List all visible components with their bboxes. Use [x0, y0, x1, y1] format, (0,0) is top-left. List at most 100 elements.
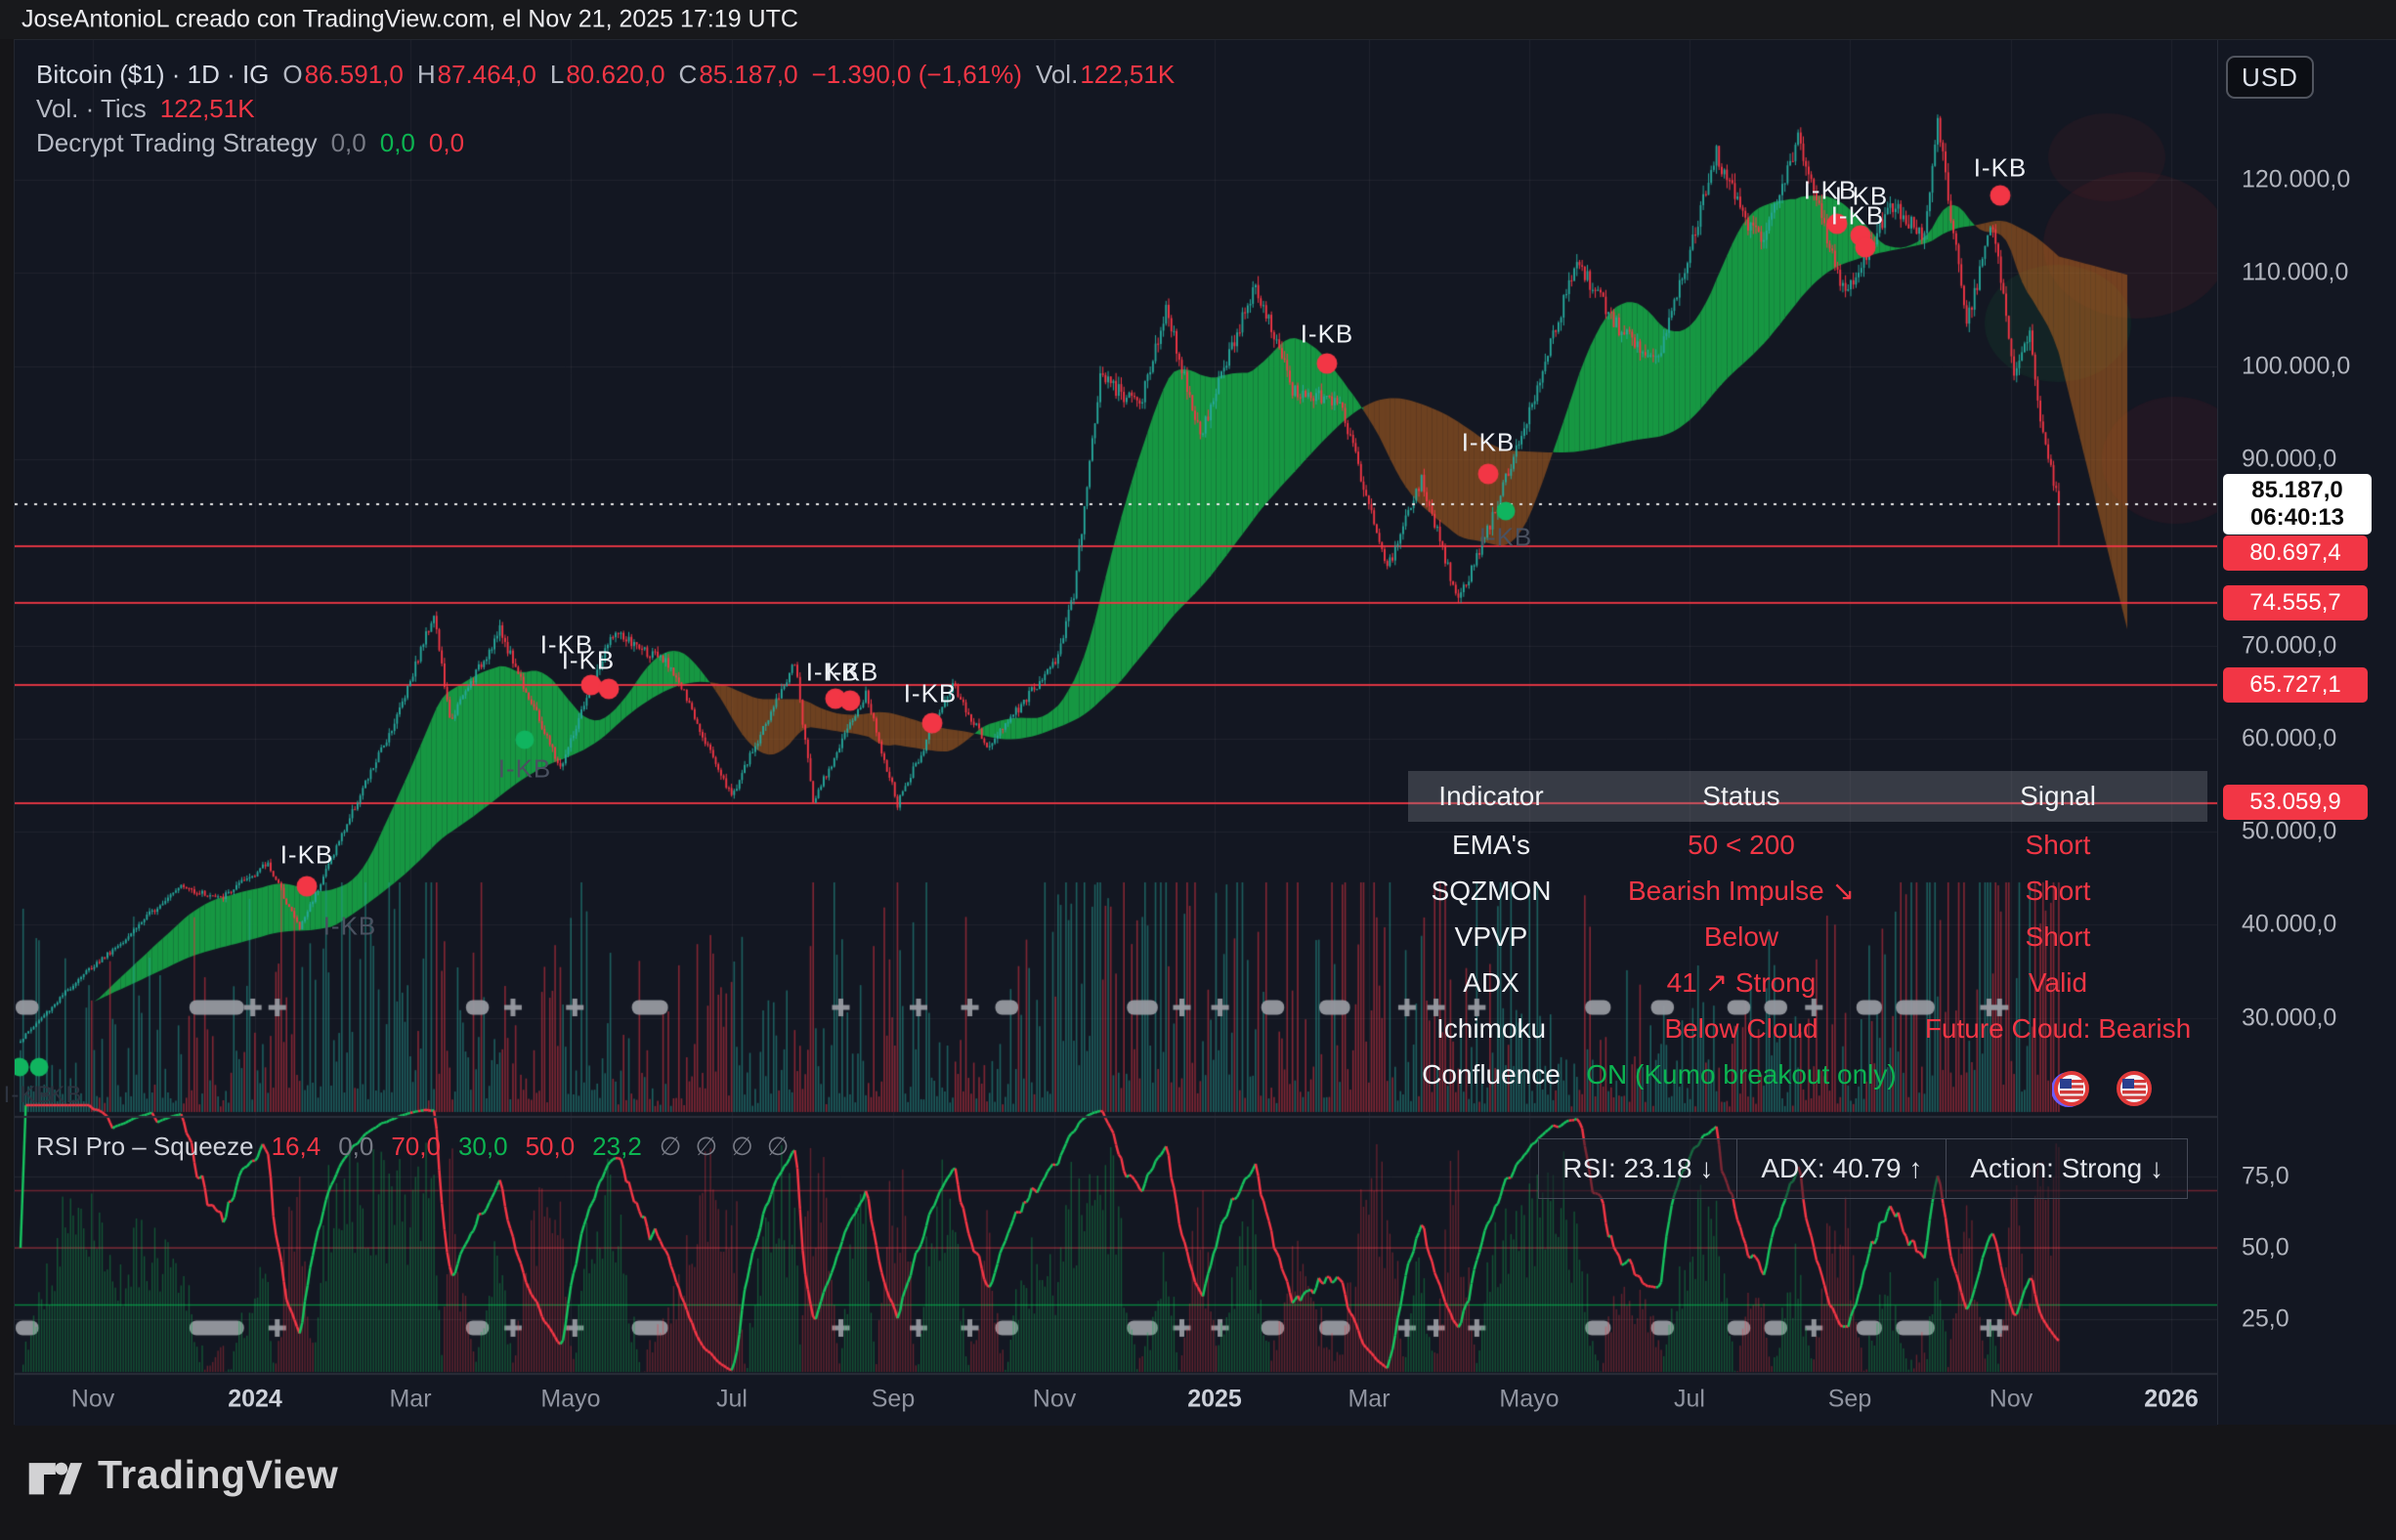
- time-axis-label: Nov: [1989, 1385, 2033, 1413]
- ikb-signal-label: I-KB: [1834, 181, 1889, 211]
- price-chart-canvas[interactable]: [15, 40, 2217, 1426]
- attribution-text: JoseAntonioL creado con TradingView.com,…: [21, 5, 798, 33]
- indicator-name-cell: EMA's: [1451, 829, 1531, 860]
- time-axis-label: 2026: [2144, 1385, 2199, 1413]
- strategy-title: Decrypt Trading Strategy: [36, 128, 318, 157]
- ikb-signal-label: I-KB: [3, 1082, 54, 1108]
- chart-legend: Bitcoin ($1) · 1D · IG O 86.591,0 H 87.464…: [36, 58, 1175, 160]
- ikb-signal-label: I-KB: [1803, 175, 1858, 205]
- price-axis-label: 90.000,0: [2242, 445, 2337, 473]
- table-row: SQZMON Bearish Impulse ↘ Short: [1408, 868, 2207, 914]
- table-row: ADX 41 ↗ Strong Valid: [1408, 960, 2207, 1005]
- rsi-param-value: 50,0: [525, 1132, 576, 1161]
- rsi-indicator-values: 16,4 0,0 70,0 30,0 50,0 23,2: [272, 1132, 642, 1162]
- symbol-legend-row[interactable]: Bitcoin ($1) · 1D · IG O 86.591,0 H 87.464…: [36, 58, 1175, 92]
- indicator-table-rows: EMA's 50 < 200 Short SQZMON Bearish Impulse …: [1408, 822, 2207, 1097]
- current-price-countdown: 06:40:13: [2249, 504, 2345, 531]
- indicator-name-cell: SQZMON: [1431, 875, 1552, 906]
- rsi-param-value: 16,4: [271, 1132, 321, 1161]
- empty-set-icon: ∅: [695, 1132, 718, 1161]
- currency-toggle-button[interactable]: USD: [2226, 56, 2314, 99]
- ikb-signal-label: I-KB: [1300, 319, 1354, 349]
- current-price-badge: 85.187,0 06:40:13: [2223, 474, 2372, 535]
- rsi-param-value: 70,0: [391, 1132, 441, 1161]
- table-row: Confluence ON (Kumo breakout only): [1408, 1051, 2207, 1097]
- table-row: EMA's 50 < 200 Short: [1408, 822, 2207, 868]
- strategy-value-2: 0,0: [379, 128, 415, 157]
- tradingview-logo[interactable]: TradingView: [27, 1450, 338, 1499]
- change-value: −1.390,0 (−1,61%): [811, 60, 1022, 89]
- ikb-signal-label: I-KB: [903, 678, 958, 708]
- rsi-param-value: 30,0: [457, 1132, 508, 1161]
- ohlc-close: C 85.187,0: [678, 60, 798, 89]
- price-axis-label: 50,0: [2242, 1233, 2289, 1262]
- tradingview-mark-icon: [28, 1462, 82, 1495]
- indicator-table: Indicator Status Signal EMA's 50 < 200 Sho…: [1408, 771, 2207, 1097]
- volume-indicator-value: 122,51K: [159, 94, 255, 123]
- volume-indicator-title: Vol. · Tics: [36, 94, 147, 123]
- indicator-status-cell: Below: [1703, 920, 1779, 952]
- time-axis-label: Mayo: [1499, 1385, 1560, 1413]
- ohlc-low: L 80.620,0: [549, 60, 665, 89]
- time-axis-label: Sep: [1827, 1385, 1872, 1413]
- indicator-table-header: Indicator Status Signal: [1408, 771, 2207, 822]
- rsi-param-value: 0,0: [338, 1132, 374, 1161]
- indicator-signal-cell: Short: [2025, 875, 2091, 906]
- header-indicator: Indicator: [1438, 781, 1544, 811]
- tradingview-wordmark: TradingView: [98, 1451, 339, 1497]
- price-level-badge: 65.727,1: [2223, 667, 2368, 703]
- ohlc-high: H 87.464,0: [416, 60, 536, 89]
- time-axis-label: 2024: [228, 1385, 282, 1413]
- indicator-signal-cell: Short: [2025, 920, 2091, 952]
- time-axis-label: Jul: [1674, 1385, 1705, 1413]
- action-badge: Action: Strong ↓: [1946, 1138, 2188, 1199]
- us-flag-icon: [2052, 1071, 2089, 1107]
- price-axis-label: 110.000,0: [2242, 258, 2349, 286]
- volume-legend-row: Vol. · Tics 122,51K: [36, 92, 1175, 126]
- symbol-title: Bitcoin ($1) · 1D · IG: [36, 60, 270, 89]
- time-axis[interactable]: Nov 2024 Mar Mayo Jul Sep Nov 2025 Mar Mayo Jul Sep…: [15, 1374, 2217, 1425]
- price-level-badge: 74.555,7: [2223, 585, 2368, 620]
- ikb-signal-label: I-KB: [805, 657, 860, 687]
- rsi-param-value: 23,2: [592, 1132, 642, 1161]
- empty-set-icon: ∅: [659, 1132, 682, 1161]
- price-axis-label: 120.000,0: [2242, 165, 2351, 193]
- ikb-signal-label: I-KB: [1461, 427, 1516, 457]
- ikb-signal-label: I-KB: [561, 645, 616, 675]
- strategy-value-1: 0,0: [330, 128, 366, 157]
- ikb-signal-label: I-KB: [322, 911, 377, 941]
- price-level-badge: 80.697,4: [2223, 535, 2368, 571]
- price-axis-label: 25,0: [2242, 1305, 2289, 1333]
- indicator-status-cell: Below Cloud: [1664, 1012, 1818, 1044]
- price-axis-label: 70.000,0: [2242, 631, 2337, 660]
- time-axis-label: Nov: [1032, 1385, 1077, 1413]
- header-status: Status: [1702, 781, 1780, 811]
- time-axis-label: Jul: [716, 1385, 748, 1413]
- time-axis-label: Nov: [70, 1385, 115, 1413]
- indicator-status-cell: ON (Kumo breakout only): [1586, 1058, 1897, 1090]
- rsi-pane-legend: RSI Pro – Squeeze 16,4 0,0 70,0 30,0 50,0 23,…: [36, 1132, 789, 1162]
- adx-badge: ADX: 40.79 ↑: [1736, 1138, 1947, 1199]
- ikb-signal-label: I-KB: [279, 839, 334, 870]
- us-flag-icon: [2117, 1071, 2152, 1106]
- ikb-signal-label: I-KB: [539, 629, 594, 660]
- time-axis-label: Sep: [871, 1385, 916, 1413]
- ikb-signal-label: I-KB: [1830, 200, 1885, 231]
- price-axis-label: 40.000,0: [2242, 910, 2337, 938]
- ikb-signal-label: I-KB: [1973, 152, 2028, 183]
- price-axis-label: 100.000,0: [2242, 352, 2351, 380]
- ikb-signal-label: I-KB: [497, 753, 552, 784]
- price-axis[interactable]: USD 85.187,0 06:40:13 120.000,0 110.000,0…: [2217, 40, 2396, 1425]
- header-signal: Signal: [2020, 781, 2096, 811]
- empty-set-icon: ∅: [731, 1132, 753, 1161]
- strategy-value-3: 0,0: [428, 128, 465, 157]
- table-row: Ichimoku Below Cloud Future Cloud: Bearish: [1408, 1005, 2207, 1051]
- attribution-bar: JoseAntonioL creado con TradingView.com,…: [0, 0, 2396, 39]
- ikb-signal-label: I-KB: [825, 657, 879, 687]
- indicator-status-cell: 50 < 200: [1688, 829, 1795, 860]
- ikb-signal-label: I-KB: [1478, 522, 1533, 552]
- time-axis-label: 2025: [1187, 1385, 1242, 1413]
- ikb-signal-label: I-KB: [32, 1082, 83, 1108]
- chart-widget: I-KB I-KB I-KB I-KB I-KB I-KB I-KB I-KB I-KB I-KB…: [4, 39, 2396, 1426]
